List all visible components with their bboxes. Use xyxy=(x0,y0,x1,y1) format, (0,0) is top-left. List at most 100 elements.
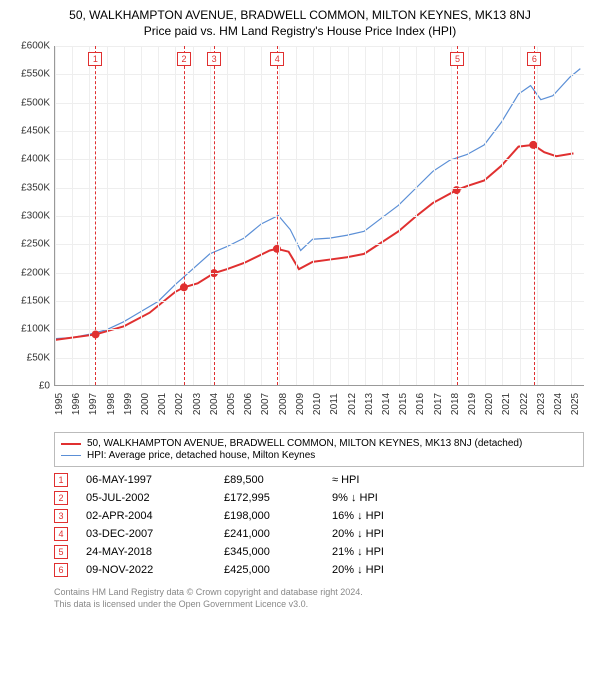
transaction-row: 524-MAY-2018£345,00021% ↓ HPI xyxy=(54,545,584,559)
transaction-diff: ≈ HPI xyxy=(332,474,422,486)
xtick: 2009 xyxy=(295,393,306,415)
marker-line xyxy=(534,46,535,385)
xtick: 2001 xyxy=(157,393,168,415)
transaction-diff: 16% ↓ HPI xyxy=(332,510,422,522)
ytick: £200K xyxy=(21,267,50,278)
transaction-row: 6 09-NOV-2022 £425,000 20% ↓ HPI xyxy=(54,563,584,577)
xtick: 2007 xyxy=(260,393,271,415)
transaction-row: 403-DEC-2007£241,00020% ↓ HPI xyxy=(54,527,584,541)
gridline-h xyxy=(55,74,584,75)
legend-swatch-property xyxy=(61,443,81,445)
ytick: £250K xyxy=(21,239,50,250)
xtick: 2024 xyxy=(553,393,564,415)
ytick: £450K xyxy=(21,126,50,137)
gridline-v xyxy=(399,46,400,385)
y-axis: £0£50K£100K£150K£200K£250K£300K£350K£400… xyxy=(10,46,54,386)
xtick: 2008 xyxy=(278,393,289,415)
xtick: 2018 xyxy=(450,393,461,415)
xtick: 1999 xyxy=(123,393,134,415)
gridline-v xyxy=(158,46,159,385)
transaction-index: 5 xyxy=(54,545,68,559)
xtick: 2025 xyxy=(570,393,581,415)
marker-box: 5 xyxy=(450,52,464,66)
gridline-v xyxy=(124,46,125,385)
gridline-v xyxy=(348,46,349,385)
chart-area: £0£50K£100K£150K£200K£250K£300K£350K£400… xyxy=(10,46,590,426)
legend-label-hpi: HPI: Average price, detached house, Milt… xyxy=(87,450,315,461)
transaction-row: 205-JUL-2002£172,9959% ↓ HPI xyxy=(54,491,584,505)
gridline-h xyxy=(55,131,584,132)
xtick: 2006 xyxy=(243,393,254,415)
gridline-h xyxy=(55,329,584,330)
transaction-index: 4 xyxy=(54,527,68,541)
marker-box: 4 xyxy=(270,52,284,66)
transaction-date: 06-MAY-1997 xyxy=(86,474,206,486)
xtick: 2004 xyxy=(209,393,220,415)
gridline-v xyxy=(554,46,555,385)
transaction-date: 09-NOV-2022 xyxy=(86,564,206,576)
gridline-v xyxy=(141,46,142,385)
xtick: 2021 xyxy=(501,393,512,415)
gridline-v xyxy=(89,46,90,385)
gridline-v xyxy=(537,46,538,385)
transaction-date: 03-DEC-2007 xyxy=(86,528,206,540)
gridline-v xyxy=(416,46,417,385)
gridline-v xyxy=(382,46,383,385)
transaction-date: 24-MAY-2018 xyxy=(86,546,206,558)
attribution-line1: Contains HM Land Registry data © Crown c… xyxy=(54,587,590,599)
transaction-date: 02-APR-2004 xyxy=(86,510,206,522)
xtick: 1997 xyxy=(88,393,99,415)
transaction-index: 6 xyxy=(54,563,68,577)
gridline-h xyxy=(55,159,584,160)
xtick: 2017 xyxy=(433,393,444,415)
gridline-v xyxy=(296,46,297,385)
gridline-h xyxy=(55,244,584,245)
plot-region: 123456 xyxy=(54,46,584,386)
ytick: £550K xyxy=(21,69,50,80)
ytick: £100K xyxy=(21,324,50,335)
gridline-v xyxy=(193,46,194,385)
xtick: 1998 xyxy=(106,393,117,415)
gridline-h xyxy=(55,188,584,189)
gridline-v xyxy=(244,46,245,385)
xtick: 2012 xyxy=(347,393,358,415)
gridline-v xyxy=(313,46,314,385)
gridline-v xyxy=(451,46,452,385)
gridline-v xyxy=(330,46,331,385)
chart-subtitle: Price paid vs. HM Land Registry's House … xyxy=(10,24,590,38)
transaction-diff: 9% ↓ HPI xyxy=(332,492,422,504)
xtick: 2000 xyxy=(140,393,151,415)
gridline-v xyxy=(227,46,228,385)
ytick: £50K xyxy=(27,352,50,363)
transaction-price: £172,995 xyxy=(224,492,314,504)
gridline-h xyxy=(55,46,584,47)
gridline-v xyxy=(72,46,73,385)
marker-box: 6 xyxy=(527,52,541,66)
chart-title: 50, WALKHAMPTON AVENUE, BRADWELL COMMON,… xyxy=(10,8,590,22)
ytick: £0 xyxy=(39,381,50,392)
transaction-diff: 20% ↓ HPI xyxy=(332,564,422,576)
xtick: 2013 xyxy=(364,393,375,415)
ytick: £150K xyxy=(21,296,50,307)
gridline-v xyxy=(485,46,486,385)
xtick: 2010 xyxy=(312,393,323,415)
gridline-h xyxy=(55,103,584,104)
legend: 50, WALKHAMPTON AVENUE, BRADWELL COMMON,… xyxy=(54,432,584,467)
gridline-v xyxy=(55,46,56,385)
marker-line xyxy=(277,46,278,385)
gridline-h xyxy=(55,273,584,274)
legend-swatch-hpi xyxy=(61,455,81,456)
xtick: 2016 xyxy=(415,393,426,415)
gridline-h xyxy=(55,358,584,359)
gridline-v xyxy=(365,46,366,385)
transaction-row: 106-MAY-1997£89,500≈ HPI xyxy=(54,473,584,487)
xtick: 2003 xyxy=(192,393,203,415)
legend-row-property: 50, WALKHAMPTON AVENUE, BRADWELL COMMON,… xyxy=(61,438,577,449)
xtick: 2020 xyxy=(484,393,495,415)
xtick: 2022 xyxy=(519,393,530,415)
gridline-v xyxy=(107,46,108,385)
attribution: Contains HM Land Registry data © Crown c… xyxy=(54,587,590,610)
transaction-price: £425,000 xyxy=(224,564,314,576)
ytick: £500K xyxy=(21,97,50,108)
xtick: 1995 xyxy=(54,393,65,415)
